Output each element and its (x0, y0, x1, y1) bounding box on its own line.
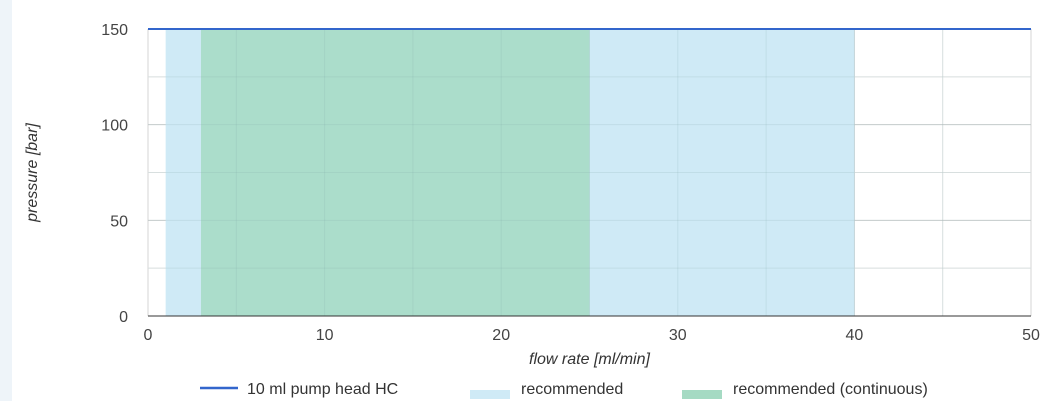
x-tick-label: 30 (669, 327, 687, 344)
y-tick-label: 0 (119, 309, 128, 326)
x-tick-label: 40 (846, 327, 864, 344)
legend-item[interactable]: 10 ml pump head HC (200, 381, 398, 398)
legend-label: recommended (521, 381, 623, 398)
x-axis-title: flow rate [ml/min] (529, 351, 650, 368)
x-tick-label: 10 (316, 327, 334, 344)
y-tick-label: 100 (101, 118, 128, 135)
series-lines (148, 28, 1031, 316)
legend-item[interactable]: recommended (continuous) (682, 381, 928, 399)
y-axis-title: pressure [bar] (24, 123, 41, 223)
x-tick-label: 0 (144, 327, 153, 344)
recommended-continuous-range-area (200, 29, 590, 316)
legend-item[interactable]: recommended (470, 381, 623, 399)
x-tick-label: 50 (1022, 327, 1040, 344)
legend-area-swatch (682, 390, 722, 399)
recommended-ranges (165, 29, 855, 316)
chart-container: 0 10 20 30 40 50 0 50 100 150 flow rate [ml/min] … (12, 0, 1055, 401)
legend-label: 10 ml pump head HC (247, 381, 398, 398)
legend-area-swatch (470, 390, 510, 399)
x-tick-label: 20 (492, 327, 510, 344)
legend-label: recommended (continuous) (733, 381, 928, 398)
axes: 0 10 20 30 40 50 0 50 100 150 (101, 22, 1040, 344)
legend[interactable]: 10 ml pump head HC recommended recommended… (200, 381, 928, 399)
y-tick-label: 150 (101, 22, 128, 39)
y-tick-label: 50 (110, 213, 128, 230)
